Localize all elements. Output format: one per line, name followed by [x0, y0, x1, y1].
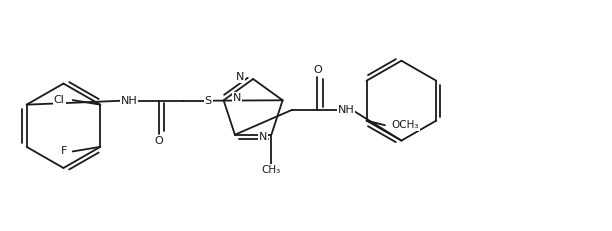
- Text: Cl: Cl: [54, 95, 65, 105]
- Text: NH: NH: [338, 105, 354, 115]
- Text: N: N: [236, 72, 244, 82]
- Text: N: N: [233, 93, 241, 103]
- Text: O: O: [154, 136, 163, 146]
- Text: F: F: [61, 146, 67, 156]
- Text: OCH₃: OCH₃: [392, 120, 419, 130]
- Text: S: S: [205, 96, 212, 106]
- Text: N: N: [258, 132, 267, 142]
- Text: CH₃: CH₃: [262, 165, 281, 175]
- Text: NH: NH: [121, 96, 137, 106]
- Text: O: O: [313, 65, 322, 75]
